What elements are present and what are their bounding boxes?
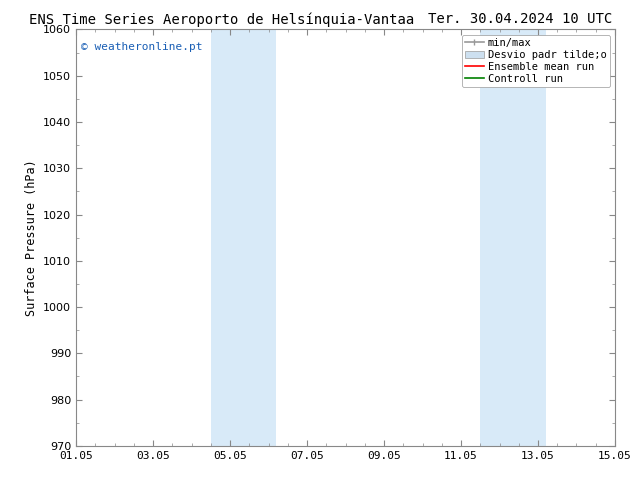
Bar: [480, 29, 546, 446]
Text: Ter. 30.04.2024 10 UTC: Ter. 30.04.2024 10 UTC: [428, 12, 612, 26]
Y-axis label: Surface Pressure (hPa): Surface Pressure (hPa): [25, 159, 37, 316]
Text: © weatheronline.pt: © weatheronline.pt: [81, 42, 203, 52]
Bar: [210, 29, 276, 446]
Text: ENS Time Series Aeroporto de Helsínquia-Vantaa: ENS Time Series Aeroporto de Helsínquia-…: [29, 12, 415, 27]
Legend: min/max, Desvio padr tilde;o, Ensemble mean run, Controll run: min/max, Desvio padr tilde;o, Ensemble m…: [462, 35, 610, 87]
